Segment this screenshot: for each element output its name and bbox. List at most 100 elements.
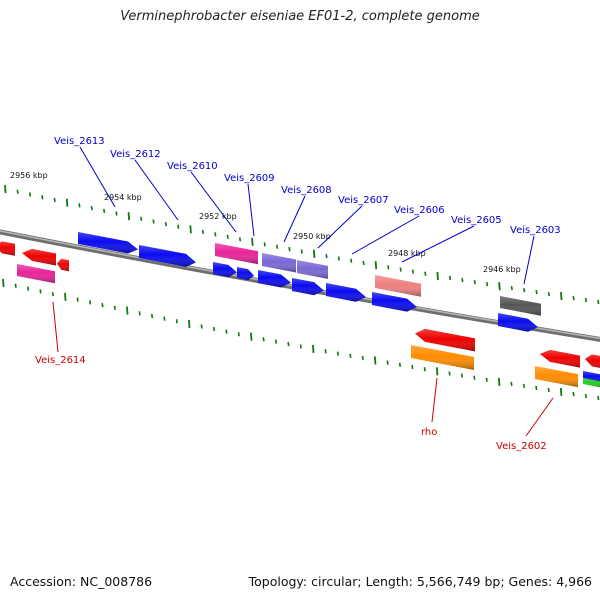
scale-tick (523, 288, 526, 293)
gene-feature-forward[interactable] (237, 267, 254, 281)
scale-tick (41, 195, 44, 200)
scale-tick (251, 237, 254, 246)
gene-label-veis-2608[interactable]: Veis_2608 (281, 185, 332, 196)
gene-label-veis-2612[interactable]: Veis_2612 (110, 149, 161, 160)
scale-tick (274, 339, 278, 344)
gene-feature-veis-2613[interactable] (78, 232, 138, 254)
gene-feature-reverse[interactable] (0, 241, 15, 256)
gene-label-veis-2603[interactable]: Veis_2603 (510, 225, 561, 236)
scale-label-2948: 2948 kbp (388, 249, 426, 258)
gene-feature-rho[interactable] (415, 328, 475, 352)
gene-feature-veis-2603[interactable] (498, 313, 538, 332)
gene-label-veis-2607[interactable]: Veis_2607 (338, 195, 389, 206)
scale-tick (164, 221, 167, 227)
scale-tick (14, 283, 17, 288)
gene-feature-veis-2605[interactable] (372, 292, 417, 312)
gene-label-rho[interactable]: rho (421, 427, 437, 438)
gene-feature-forward[interactable] (213, 262, 237, 277)
gene-feature-veis-2606-shading (326, 283, 366, 302)
gene-feature-orange[interactable] (411, 345, 474, 370)
scale-tick (175, 319, 178, 324)
scale-tick (423, 367, 426, 372)
gene-feature-veis-2602[interactable] (535, 366, 578, 388)
gene-labels: Veis_2613 Veis_2612 Veis_2610 Veis_2609 … (35, 136, 561, 452)
gene-feature-forward-shading (213, 262, 237, 277)
scale-tick (362, 260, 365, 266)
scale-tick (361, 356, 364, 361)
scale-tick (336, 351, 340, 356)
scale-tick (473, 375, 476, 380)
gene-label-veis-2609[interactable]: Veis_2609 (224, 173, 275, 184)
scale-tick (473, 279, 476, 285)
gene-feature-veis-2608-shading (297, 260, 328, 279)
scale-tick (90, 206, 93, 211)
gene-label-veis-2614[interactable]: Veis_2614 (35, 355, 86, 366)
scale-tick (238, 237, 242, 242)
gene-feature-gray[interactable] (500, 296, 541, 316)
scale-tick (39, 289, 42, 294)
gene-feature-reverse[interactable] (57, 258, 69, 272)
gene-label-veis-2602[interactable]: Veis_2602 (496, 441, 547, 452)
gene-feature-forward[interactable] (258, 270, 291, 288)
gene-label-veis-2605[interactable]: Veis_2605 (451, 215, 502, 226)
gene-feature-veis-2610[interactable] (215, 243, 258, 265)
scale-tick (188, 319, 191, 328)
scale-tick (386, 360, 389, 365)
scale-tick (560, 292, 563, 301)
gene-feature-veis-2605-shading (372, 292, 417, 312)
gene-feature-veis-2612[interactable] (139, 245, 196, 267)
scale-tick (76, 297, 79, 302)
gene-label-veis-2613[interactable]: Veis_2613 (54, 136, 105, 147)
scale-track-inner (2, 278, 600, 401)
scale-tick (387, 265, 390, 270)
scale-tick (325, 254, 328, 259)
gene-feature-veis-2606[interactable] (326, 283, 366, 302)
gene-feature-reverse-shading (0, 241, 15, 256)
gene-label-veis-2606[interactable]: Veis_2606 (394, 205, 445, 216)
scale-tick (226, 234, 229, 240)
gene-feature-pink-shading (17, 264, 55, 284)
scale-tick (547, 387, 550, 393)
scale-tick (535, 290, 538, 295)
gene-feature-reverse[interactable] (585, 354, 600, 368)
gene-feature-reverse-shading (57, 258, 69, 272)
gene-feature-reverse[interactable] (22, 248, 56, 266)
scale-tick (113, 305, 116, 311)
scale-label-2952: 2952 kbp (199, 212, 237, 221)
scale-label-2954: 2954 kbp (104, 193, 142, 202)
scale-tick (448, 371, 451, 376)
gene-feature-forward-shading (258, 270, 291, 288)
genome-summary: Topology: circular; Length: 5,566,749 bp… (248, 574, 592, 589)
scale-tick (288, 247, 291, 252)
gene-feature-reverse[interactable] (540, 349, 580, 368)
scale-tick (101, 303, 104, 308)
scale-tick (189, 225, 192, 234)
scale-tick (559, 387, 563, 397)
scale-tick (78, 203, 81, 208)
gene-label-veis-2610[interactable]: Veis_2610 (167, 161, 218, 172)
gene-feature-veis-2607[interactable] (292, 278, 324, 296)
gene-feature-salmon[interactable] (375, 275, 421, 297)
scale-tick (237, 332, 240, 337)
gene-feature-veis-2608[interactable] (297, 260, 328, 279)
gene-feature-gray-shading (500, 296, 541, 316)
scale-tick (597, 395, 600, 401)
scale-labels: 2956 kbp 2954 kbp 2952 kbp 2950 kbp 2948… (10, 171, 521, 274)
scale-tick (373, 356, 377, 365)
scale-tick (88, 300, 92, 305)
scale-tick (263, 242, 266, 247)
gene-feature-green[interactable] (583, 378, 600, 388)
scale-tick (200, 324, 203, 329)
gene-feature-orange-shading (411, 345, 474, 370)
gene-feature-veis-2609[interactable] (262, 253, 296, 273)
scale-tick (535, 385, 538, 391)
scale-tick (127, 212, 131, 221)
gene-feature-pink[interactable] (17, 264, 55, 284)
scale-tick (485, 377, 488, 382)
scale-tick (374, 261, 378, 270)
scale-tick (435, 367, 439, 376)
scale-tick (51, 292, 54, 297)
scale-tick (522, 383, 526, 389)
gene-feature-green-shading (583, 378, 600, 388)
